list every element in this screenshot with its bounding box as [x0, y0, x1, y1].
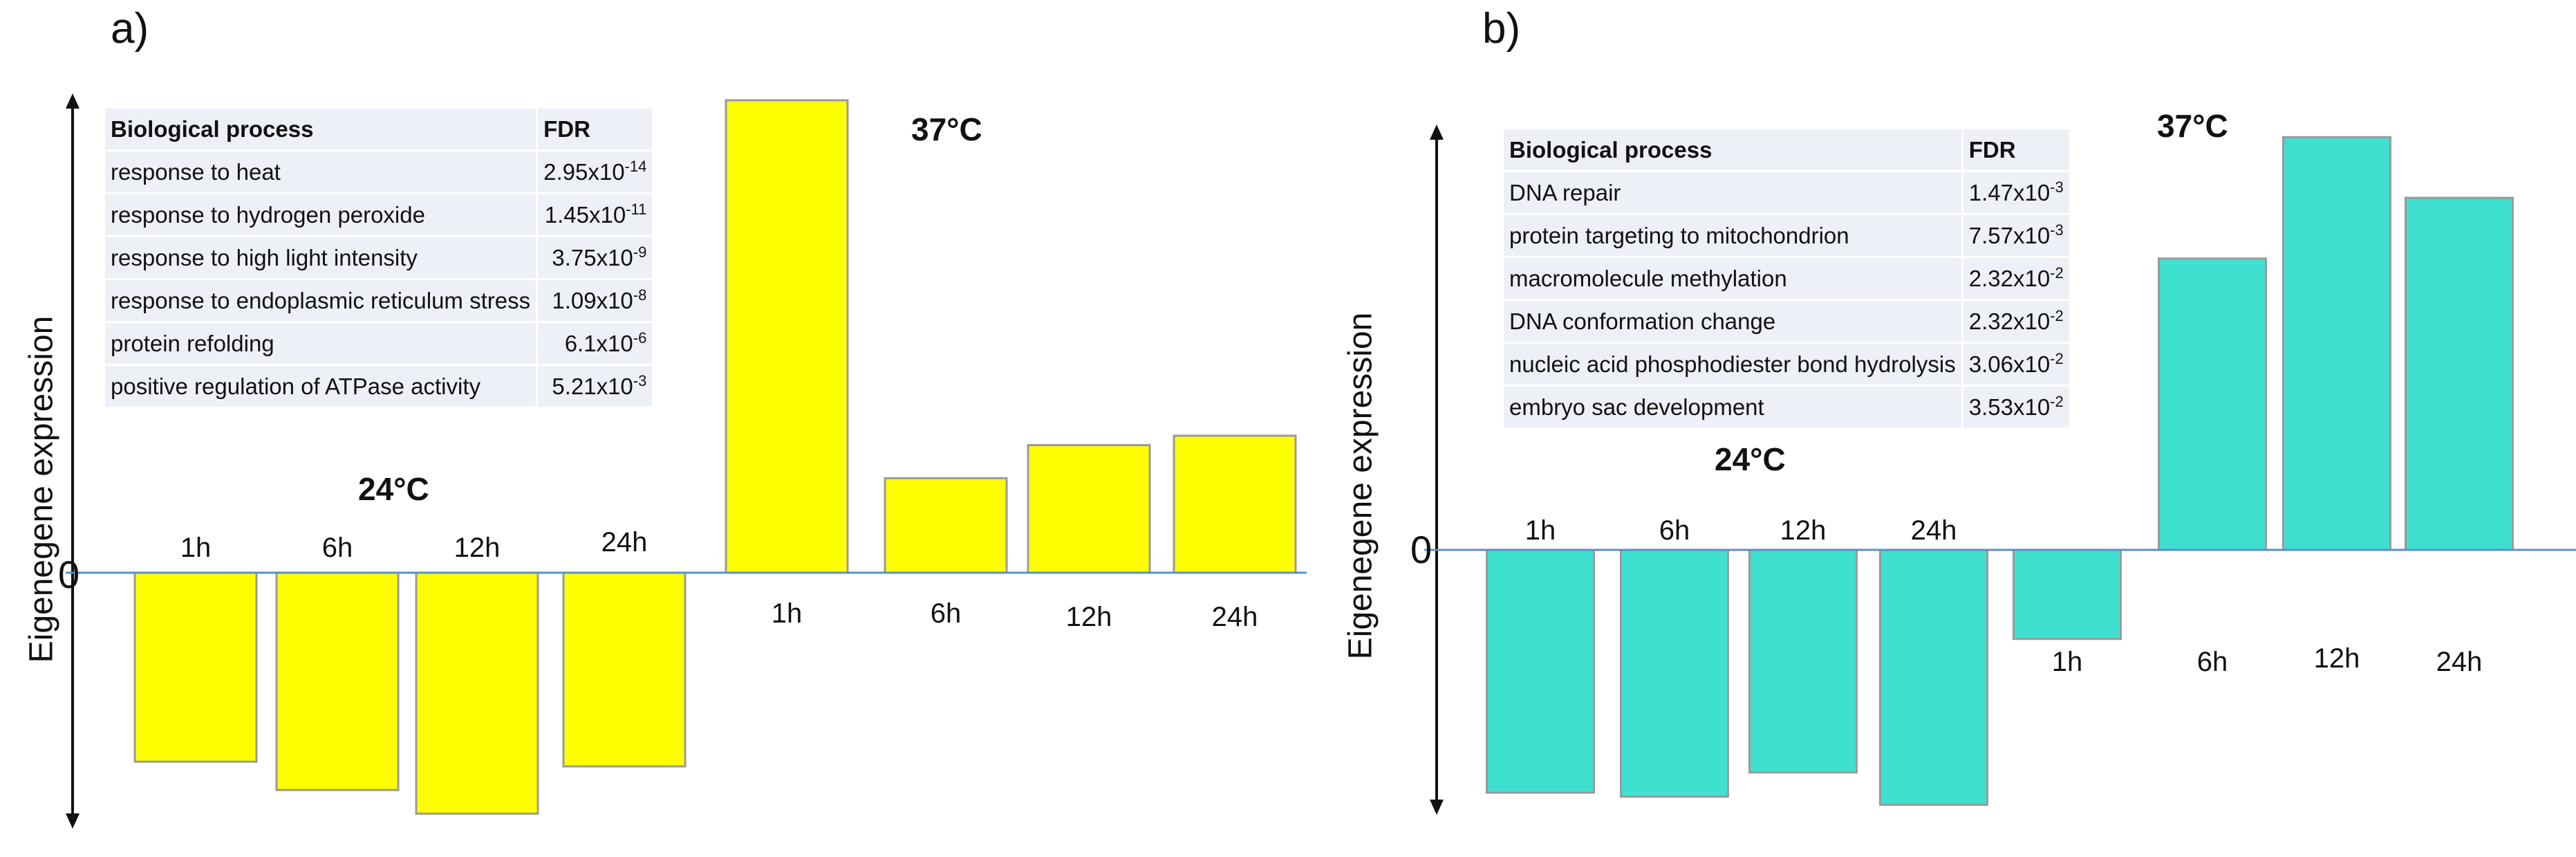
category-label: 6h: [2196, 647, 2228, 677]
header-fdr: FDR: [536, 109, 653, 151]
panel-label: a): [111, 5, 149, 53]
category-label: 6h: [1659, 515, 1690, 546]
category-label: 12h: [454, 533, 501, 563]
table-row: DNA repair 1.47x10-3: [1504, 171, 2069, 215]
process-cell: DNA conformation change: [1504, 300, 1963, 344]
fdr-cell: 1.47x10-3: [1961, 171, 2069, 215]
process-cell: protein targeting to mitochondrion: [1504, 214, 1963, 258]
fdr-cell: 5.21x10-3: [536, 365, 653, 409]
fdr-cell: 6.1x10-6: [536, 322, 653, 366]
category-label: 1h: [180, 533, 212, 563]
panel-a: a) Eigenegene expression 0 24°C 37°C 1h …: [23, 5, 1307, 829]
category-label: 12h: [1780, 515, 1827, 546]
process-cell: response to endoplasmic reticulum stress: [105, 279, 537, 323]
fdr-cell: 3.75x10-9: [536, 236, 653, 280]
chart-b: [1424, 125, 2576, 815]
category-label: 24h: [2436, 647, 2483, 677]
process-cell: protein refolding: [105, 322, 537, 366]
table-header-row: Biological process FDR: [105, 109, 653, 151]
process-cell: DNA repair: [1504, 171, 1963, 215]
fdr-cell: 3.06x10-2: [1961, 342, 2069, 387]
header-fdr: FDR: [1961, 129, 2069, 172]
y-axis-label: Eigenegene expression: [1342, 312, 1379, 660]
bar: [1027, 444, 1151, 574]
table-row: nucleic acid phosphodiester bond hydroly…: [1504, 342, 2069, 387]
fdr-cell: 1.09x10-8: [536, 279, 653, 323]
bar: [1879, 549, 1988, 807]
category-label: 24h: [1910, 515, 1957, 546]
fdr-cell: 2.95x10-14: [536, 150, 653, 194]
category-label: 6h: [930, 598, 962, 629]
group-label-37c: 37°C: [911, 111, 982, 147]
fdr-cell: 1.45x10-11: [536, 193, 653, 237]
panel-label: b): [1482, 5, 1521, 53]
category-label: 6h: [321, 533, 353, 563]
process-cell: embryo sac development: [1504, 385, 1963, 430]
table-row: protein refolding 6.1x10-6: [105, 322, 653, 366]
group-label-24c: 24°C: [358, 471, 429, 507]
y-axis-arrow-down: [1430, 800, 1444, 815]
process-cell: macromolecule methylation: [1504, 257, 1963, 301]
bar: [884, 477, 1008, 574]
fdr-cell: 3.53x10-2: [1961, 385, 2069, 430]
group-label-37c: 37°C: [2157, 108, 2228, 144]
category-label: 24h: [601, 527, 648, 557]
category-label: 12h: [1065, 602, 1112, 632]
go-enrichment-table: Biological process FDR response to heat 2…: [105, 109, 653, 409]
category-label: 1h: [2051, 647, 2083, 677]
panel-b: b) Eigenegene expression 0 24°C 37°C 1h …: [1334, 0, 2576, 857]
bar: [133, 571, 258, 763]
y-axis-arrow-up: [1430, 125, 1444, 140]
table-row: protein targeting to mitochondrion 7.57x1…: [1504, 214, 2069, 258]
bar: [275, 571, 400, 791]
bar: [1620, 549, 1729, 798]
process-cell: response to hydrogen peroxide: [105, 193, 537, 237]
bar: [1486, 549, 1595, 794]
zero-tick-label: 0: [58, 553, 80, 596]
bar: [2013, 549, 2122, 641]
chart-a: [66, 93, 1307, 829]
header-process: Biological process: [105, 109, 537, 151]
header-process: Biological process: [1504, 129, 1963, 172]
bar: [1173, 434, 1297, 574]
table-row: positive regulation of ATPase activity 5.…: [105, 365, 653, 409]
go-enrichment-table: Biological process FDR DNA repair 1.47x10…: [1504, 129, 2069, 430]
table-row: macromolecule methylation 2.32x10-2: [1504, 257, 2069, 301]
category-label: 12h: [2313, 643, 2360, 674]
y-axis-arrow-down: [66, 813, 80, 829]
bar: [2405, 196, 2514, 551]
process-cell: positive regulation of ATPase activity: [105, 365, 537, 409]
table-row: response to endoplasmic reticulum stress…: [105, 279, 653, 323]
category-label: 1h: [771, 598, 803, 629]
table-row: response to high light intensity 3.75x10-…: [105, 236, 653, 280]
fdr-cell: 2.32x10-2: [1961, 300, 2069, 344]
category-label: 24h: [1211, 602, 1258, 632]
zero-tick-label: 0: [1410, 528, 1432, 571]
fdr-cell: 7.57x10-3: [1961, 214, 2069, 258]
process-cell: nucleic acid phosphodiester bond hydroly…: [1504, 342, 1963, 387]
y-axis-arrow-up: [66, 93, 80, 109]
process-cell: response to high light intensity: [105, 236, 537, 280]
table-row: response to heat 2.95x10-14: [105, 150, 653, 194]
table-row: response to hydrogen peroxide 1.45x10-11: [105, 193, 653, 237]
bar: [1748, 549, 1858, 774]
table-header-row: Biological process FDR: [1504, 129, 2069, 172]
bar: [2282, 136, 2391, 551]
bar: [725, 99, 849, 574]
bar: [562, 571, 687, 768]
bar: [2158, 257, 2267, 551]
process-cell: response to heat: [105, 150, 537, 194]
table-row: embryo sac development 3.53x10-2: [1504, 385, 2069, 430]
bar: [415, 571, 539, 815]
group-label-24c: 24°C: [1715, 441, 1786, 477]
table-row: DNA conformation change 2.32x10-2: [1504, 300, 2069, 344]
y-axis-label: Eigenegene expression: [23, 315, 60, 663]
category-label: 1h: [1524, 515, 1556, 546]
fdr-cell: 2.32x10-2: [1961, 257, 2069, 301]
